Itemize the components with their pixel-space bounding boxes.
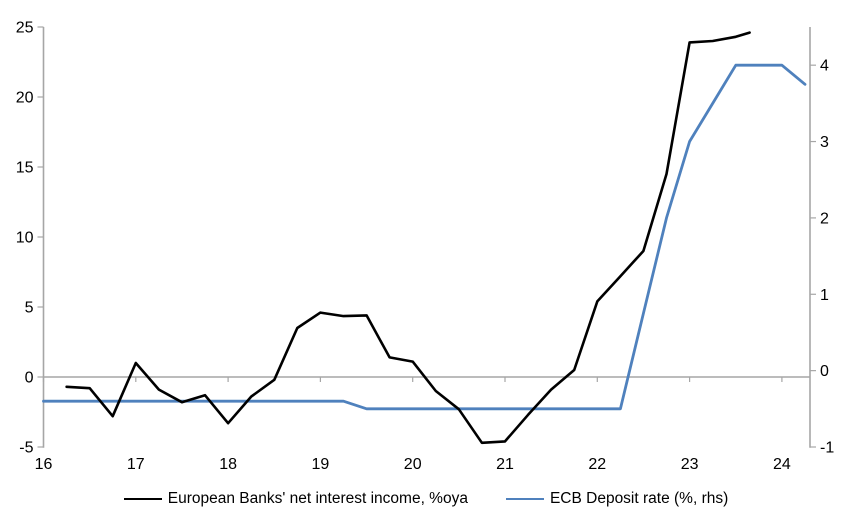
right-axis-tick-label: 4 [820,58,829,75]
series-line-net-interest-income [65,31,751,445]
left-axis-tick-label: 5 [25,300,34,317]
x-axis-tick-label: 23 [681,456,699,473]
left-axis-tick-label: 15 [16,160,34,177]
x-axis-tick-label: 16 [35,456,53,473]
left-axis-tick-label: 25 [16,20,34,37]
right-axis-tick-label: 0 [820,363,829,380]
x-axis-tick-label: 21 [496,456,514,473]
chart-legend: European Banks' net interest income, %oy… [0,490,852,508]
legend-label-nii: European Banks' net interest income, %oy… [167,490,468,507]
legend-item-ecb: ECB Deposit rate (%, rhs) [505,490,729,508]
x-axis-tick-label: 18 [219,456,237,473]
x-axis-tick-label: 20 [404,456,422,473]
x-axis-tick-label: 19 [312,456,330,473]
legend-label-ecb: ECB Deposit rate (%, rhs) [549,490,729,507]
left-axis-tick-label: 0 [25,370,34,387]
right-axis-tick-label: -1 [820,440,834,457]
left-axis-tick-label: 10 [16,230,34,247]
right-axis-tick-label: 3 [820,134,829,151]
right-axis-tick-label: 2 [820,210,829,227]
left-axis-tick-label: 20 [16,90,34,107]
x-axis-tick-label: 24 [773,456,791,473]
legend-line-sample-blue [505,498,544,500]
right-axis-tick-label: 1 [820,287,829,304]
x-axis-tick-label: 22 [588,456,606,473]
series-line-ecb-deposit-rate [42,63,807,411]
legend-line-sample-black [123,498,162,500]
left-axis-tick-label: -5 [19,440,33,457]
legend-item-nii: European Banks' net interest income, %oy… [123,490,468,508]
x-axis-tick-label: 17 [127,456,145,473]
